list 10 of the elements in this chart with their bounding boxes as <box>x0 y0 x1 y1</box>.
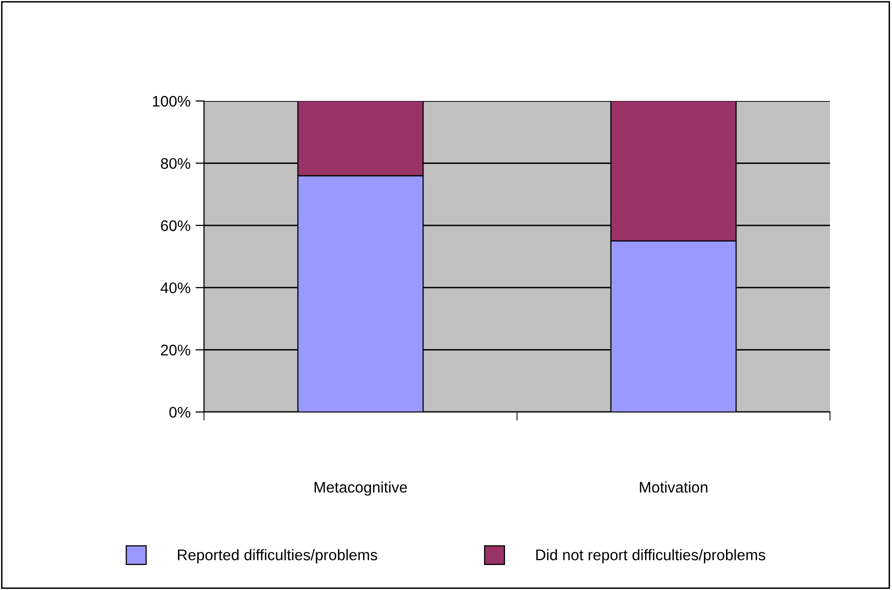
x-tick-label: Metacognitive <box>314 481 407 496</box>
y-tick-label: 40% <box>160 282 190 294</box>
x-tick-label: Motivation <box>640 481 708 493</box>
y-tick-label: 80% <box>160 158 190 169</box>
y-tick-label: 20% <box>160 344 190 356</box>
y-tick-label: 100% <box>152 96 190 107</box>
legend-label: Did not report difficulties/problems <box>536 549 766 564</box>
y-tick-label: 0% <box>169 406 190 418</box>
legend-label: Reported difficulties/problems <box>178 549 378 564</box>
y-tick-label: 60% <box>161 220 190 232</box>
